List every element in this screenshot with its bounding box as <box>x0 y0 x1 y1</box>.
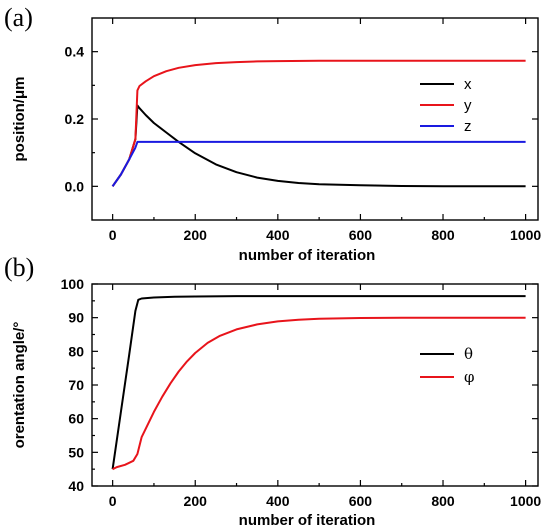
legend-label: x <box>464 76 472 93</box>
x-tick-label: 200 <box>184 493 208 509</box>
x-tick-label: 400 <box>266 493 290 509</box>
legend-label: θ <box>464 345 473 363</box>
series-line-1 <box>111 59 526 187</box>
y-tick-label: 0.0 <box>65 178 85 194</box>
x-tick-label: 1000 <box>510 493 541 509</box>
x-tick-label: 800 <box>431 227 455 243</box>
y-tick-label: 50 <box>68 444 84 460</box>
y-tick-label: 80 <box>68 343 84 359</box>
legend-label: φ <box>464 368 475 386</box>
x-tick-label: 1000 <box>510 227 541 243</box>
x-tick-label: 0 <box>109 493 117 509</box>
y-tick-label: 60 <box>68 411 84 427</box>
x-tick-label: 200 <box>184 227 208 243</box>
y-tick-label: 100 <box>61 276 85 292</box>
legend-label: y <box>464 97 472 114</box>
x-tick-label: 0 <box>109 227 117 243</box>
y-tick-label: 90 <box>68 310 84 326</box>
x-axis-label: number of iteration <box>239 247 376 264</box>
x-tick-label: 600 <box>349 227 373 243</box>
y-axis-label: position/μm <box>11 76 28 161</box>
panel-label: (b) <box>4 253 34 282</box>
legend-label: z <box>464 118 472 135</box>
y-tick-label: 0.4 <box>65 44 85 60</box>
x-tick-label: 600 <box>349 493 373 509</box>
x-tick-label: 400 <box>266 227 290 243</box>
panel-label: (a) <box>4 3 33 32</box>
y-tick-label: 0.2 <box>65 111 85 127</box>
series-line-0 <box>111 295 526 470</box>
x-tick-label: 800 <box>431 493 455 509</box>
series-line-2 <box>111 140 526 187</box>
y-tick-label: 40 <box>68 478 84 494</box>
x-axis-label: number of iteration <box>239 512 376 529</box>
y-axis-label: orentation angle/° <box>11 322 28 449</box>
series-line-1 <box>112 316 526 471</box>
y-tick-label: 70 <box>68 377 84 393</box>
